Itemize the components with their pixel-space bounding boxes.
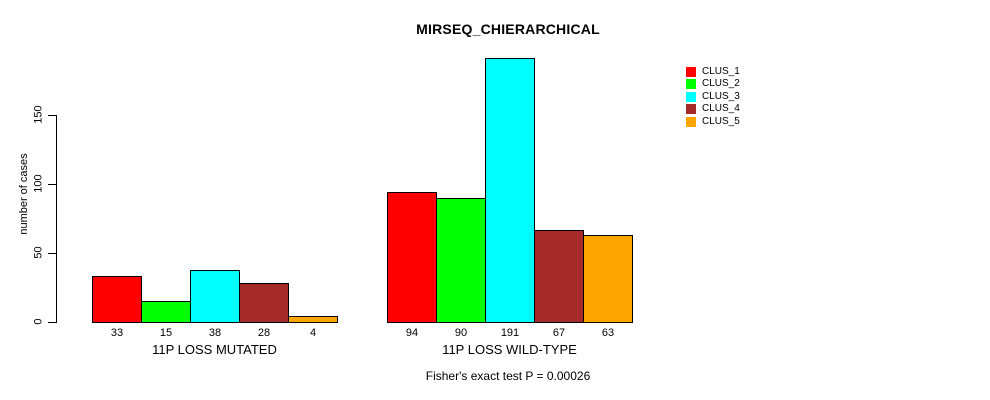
legend-label: CLUS_5 xyxy=(702,115,740,127)
y-axis-tick-label: 0 xyxy=(32,318,45,325)
legend-item: CLUS_4 xyxy=(686,103,740,115)
group-label: 11P LOSS MUTATED xyxy=(152,342,277,357)
bar-value-label: 191 xyxy=(500,327,520,339)
bar-clus_4 xyxy=(534,230,584,323)
bar-value-label: 90 xyxy=(454,327,468,339)
chart-title: MIRSEQ_CHIERARCHICAL xyxy=(416,21,600,37)
group-label: 11P LOSS WILD-TYPE xyxy=(442,342,577,357)
legend-label: CLUS_2 xyxy=(702,78,740,90)
legend-item: CLUS_5 xyxy=(686,115,740,127)
legend-label: CLUS_4 xyxy=(702,103,740,115)
legend-swatch xyxy=(686,91,696,102)
bar-value-label: 28 xyxy=(257,327,271,339)
bar-clus_5 xyxy=(583,235,633,323)
y-axis-tick-label: 100 xyxy=(32,174,45,193)
bar-clus_3 xyxy=(190,270,240,323)
bar-clus_2 xyxy=(436,198,486,323)
fisher-test-annotation: Fisher's exact test P = 0.00026 xyxy=(425,369,591,383)
bar-clus_3 xyxy=(485,58,535,323)
y-axis xyxy=(56,115,57,323)
bar-clus_5 xyxy=(288,316,338,323)
bar-value-label: 63 xyxy=(601,327,615,339)
bar-clus_4 xyxy=(239,283,289,323)
legend-item: CLUS_1 xyxy=(686,67,740,77)
legend-swatch xyxy=(686,104,696,115)
bar-value-label: 4 xyxy=(309,327,317,339)
legend: CLUS_1 CLUS_2 CLUS_3 CLUS_4 CLUS_5 xyxy=(686,67,740,129)
bar-clus_1 xyxy=(387,192,437,323)
legend-swatch xyxy=(686,67,696,77)
bar-value-label: 94 xyxy=(405,327,419,339)
legend-label: CLUS_1 xyxy=(702,66,740,77)
bar-value-label: 38 xyxy=(208,327,222,339)
legend-swatch xyxy=(686,79,696,90)
bar-clus_2 xyxy=(141,301,191,323)
bar-value-label: 67 xyxy=(552,327,566,339)
legend-item: CLUS_3 xyxy=(686,90,740,102)
bar-clus_1 xyxy=(92,276,142,323)
bar-value-label: 15 xyxy=(159,327,173,339)
y-axis-tick-label: 50 xyxy=(32,246,45,259)
y-axis-tick-label: 150 xyxy=(32,105,45,124)
bar-value-label: 33 xyxy=(110,327,124,339)
y-axis-label: number of cases xyxy=(18,153,30,235)
y-axis-tick xyxy=(48,253,56,254)
y-axis-tick xyxy=(48,322,56,323)
legend-label: CLUS_3 xyxy=(702,90,740,102)
y-axis-tick xyxy=(48,115,56,116)
legend-item: CLUS_2 xyxy=(686,78,740,90)
legend-swatch xyxy=(686,116,696,127)
y-axis-tick xyxy=(48,184,56,185)
